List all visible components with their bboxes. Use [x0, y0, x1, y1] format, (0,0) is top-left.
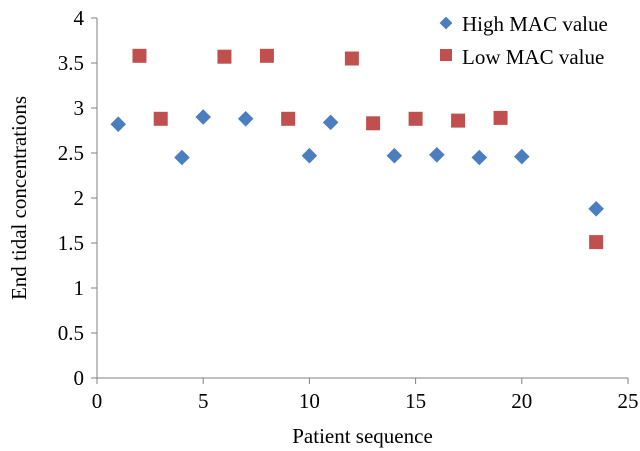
low-mac-point: [217, 49, 232, 64]
high-mac-point: [110, 116, 127, 132]
low-mac-point: [344, 51, 359, 66]
low-mac-point: [451, 113, 466, 128]
y-tick-label: 1: [74, 276, 85, 300]
x-tick-label: 15: [405, 389, 426, 413]
high-mac-point: [386, 147, 403, 164]
low-mac-point: [153, 111, 168, 126]
y-tick-label: 0.5: [58, 321, 84, 345]
high-mac-point: [322, 114, 339, 131]
x-tick-label: 25: [618, 389, 639, 413]
legend-marker-diamond: [439, 16, 453, 30]
high-mac-point: [301, 147, 318, 164]
axes: [96, 18, 628, 379]
y-tick-label: 3.5: [58, 51, 84, 75]
axis-tick-labels: 0 0.5 1 1.5 2 2.5 3 3.5 4 0 5 10 15 20 25: [58, 6, 639, 413]
x-tick-label: 0: [92, 389, 103, 413]
x-axis-title: Patient sequence: [292, 424, 433, 448]
data-points: [110, 48, 604, 250]
y-tick-label: 4: [74, 6, 85, 30]
high-mac-point: [471, 149, 488, 166]
y-tick-label: 0: [74, 366, 85, 390]
high-mac-point: [195, 109, 211, 125]
y-tick-label: 3: [74, 96, 85, 120]
legend-marker-square: [440, 49, 452, 61]
axis-ticks: [91, 17, 629, 384]
high-mac-point: [429, 147, 445, 163]
y-tick-label: 1.5: [58, 231, 84, 255]
legend-item-high-mac: High MAC value: [439, 12, 608, 36]
y-tick-label: 2.5: [58, 141, 84, 165]
high-mac-point: [514, 148, 530, 165]
low-mac-point: [589, 235, 604, 250]
x-tick-label: 5: [198, 389, 209, 413]
low-mac-point: [132, 48, 147, 63]
legend-label-low-mac: Low MAC value: [462, 45, 604, 69]
x-tick-label: 10: [299, 389, 320, 413]
high-mac-point: [588, 201, 604, 217]
low-mac-point: [259, 48, 274, 63]
legend: High MAC value Low MAC value: [439, 12, 608, 69]
y-axis-title: End tidal concentrations: [7, 96, 31, 300]
low-mac-point: [366, 116, 381, 131]
low-mac-point: [408, 111, 423, 126]
low-mac-point: [493, 110, 508, 125]
low-mac-point: [281, 111, 296, 126]
y-tick-label: 2: [74, 186, 85, 210]
high-mac-point: [174, 149, 190, 166]
x-tick-label: 20: [511, 389, 532, 413]
legend-item-low-mac: Low MAC value: [440, 45, 604, 69]
high-mac-point: [237, 111, 254, 127]
legend-label-high-mac: High MAC value: [462, 12, 608, 36]
